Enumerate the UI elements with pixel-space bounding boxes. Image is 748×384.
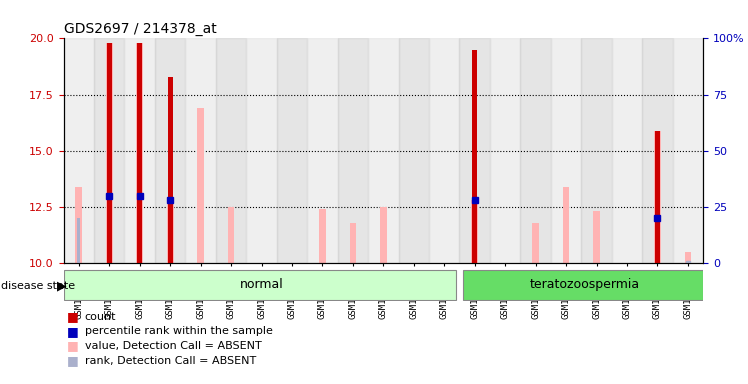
Bar <box>581 38 612 263</box>
Text: GDS2697 / 214378_at: GDS2697 / 214378_at <box>64 22 216 36</box>
Bar <box>490 38 521 263</box>
Bar <box>654 131 660 263</box>
Text: ▶: ▶ <box>57 280 67 293</box>
Bar <box>533 223 539 263</box>
Bar <box>462 270 703 300</box>
Bar <box>471 200 478 263</box>
Bar <box>227 207 234 263</box>
Bar <box>76 187 82 263</box>
Bar <box>380 207 387 263</box>
Bar <box>155 38 186 263</box>
Bar <box>562 187 569 263</box>
Bar <box>319 209 326 263</box>
Text: ■: ■ <box>67 354 79 367</box>
Text: ■: ■ <box>67 310 79 323</box>
Text: ■: ■ <box>67 325 79 338</box>
Bar <box>64 270 456 300</box>
Bar <box>521 38 551 263</box>
Bar <box>472 50 477 263</box>
Bar <box>655 131 660 263</box>
Bar <box>246 38 277 263</box>
Bar <box>136 43 143 263</box>
Text: ■: ■ <box>67 339 79 353</box>
Bar <box>64 38 94 263</box>
Bar <box>216 38 246 263</box>
Bar <box>643 38 672 263</box>
Bar <box>459 38 490 263</box>
Bar <box>167 198 174 263</box>
Bar <box>277 38 307 263</box>
Text: percentile rank within the sample: percentile rank within the sample <box>85 326 272 336</box>
Text: count: count <box>85 312 116 322</box>
Bar <box>429 38 459 263</box>
Bar <box>124 38 155 263</box>
Text: disease state: disease state <box>1 281 76 291</box>
Bar <box>106 43 113 263</box>
Bar <box>197 108 204 263</box>
Bar <box>672 38 703 263</box>
Bar <box>349 223 356 263</box>
Bar <box>399 38 429 263</box>
Bar <box>168 76 173 263</box>
Bar <box>337 38 368 263</box>
Bar <box>77 218 80 263</box>
Bar <box>368 38 399 263</box>
Text: value, Detection Call = ABSENT: value, Detection Call = ABSENT <box>85 341 261 351</box>
Text: normal: normal <box>239 278 283 291</box>
Bar <box>138 43 142 263</box>
Bar <box>612 38 643 263</box>
Bar <box>593 211 600 263</box>
Text: rank, Detection Call = ABSENT: rank, Detection Call = ABSENT <box>85 356 256 366</box>
Text: teratozoospermia: teratozoospermia <box>530 278 640 291</box>
Bar <box>186 38 216 263</box>
Bar <box>307 38 337 263</box>
Bar <box>684 252 691 263</box>
Bar <box>94 38 124 263</box>
Bar <box>107 43 111 263</box>
Bar <box>551 38 581 263</box>
